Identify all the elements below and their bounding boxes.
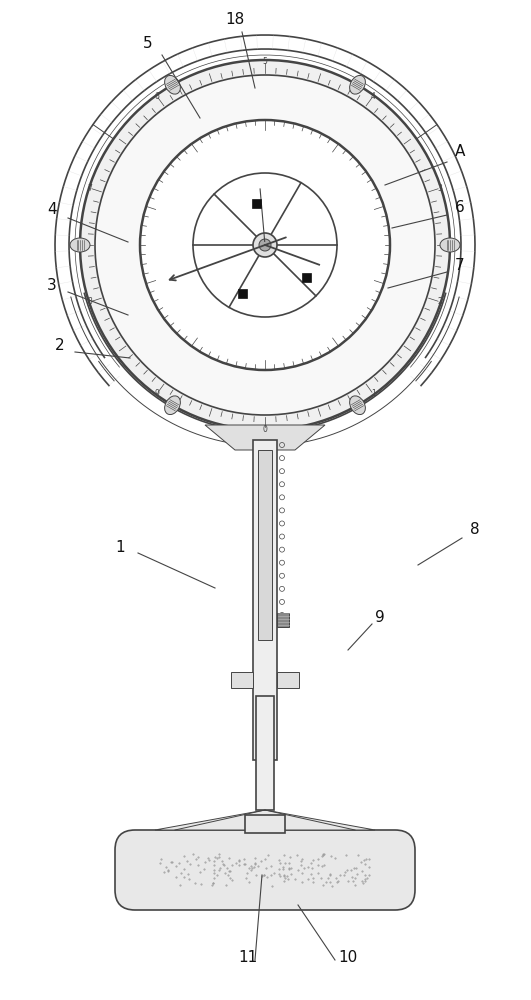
Text: 10: 10 xyxy=(338,950,357,966)
Circle shape xyxy=(259,239,271,251)
Text: 5: 5 xyxy=(262,56,268,66)
Ellipse shape xyxy=(165,75,181,94)
Text: 8: 8 xyxy=(470,522,480,538)
Bar xyxy=(256,696,274,810)
Circle shape xyxy=(95,75,435,415)
Text: 2: 2 xyxy=(55,338,65,353)
Bar xyxy=(238,289,247,298)
Bar xyxy=(277,672,299,688)
Bar xyxy=(302,273,311,282)
Text: 1: 1 xyxy=(371,389,375,398)
Text: 1: 1 xyxy=(115,540,125,556)
Text: 18: 18 xyxy=(225,12,245,27)
Text: 7: 7 xyxy=(88,184,92,193)
Circle shape xyxy=(140,120,390,370)
Circle shape xyxy=(80,60,450,430)
Bar xyxy=(258,450,272,640)
Bar xyxy=(231,672,253,688)
Text: 3: 3 xyxy=(438,184,442,193)
Text: 9: 9 xyxy=(375,610,385,626)
Ellipse shape xyxy=(440,238,460,252)
Text: 4: 4 xyxy=(47,202,57,218)
Ellipse shape xyxy=(349,75,365,94)
Ellipse shape xyxy=(165,396,181,415)
Bar xyxy=(253,440,277,760)
Text: 11: 11 xyxy=(238,950,258,966)
Text: 4: 4 xyxy=(371,92,375,101)
Circle shape xyxy=(253,233,277,257)
Polygon shape xyxy=(155,810,375,830)
Text: 3: 3 xyxy=(47,277,57,292)
Ellipse shape xyxy=(349,396,365,415)
Bar xyxy=(252,199,261,208)
Text: 2: 2 xyxy=(438,297,442,306)
Text: 6: 6 xyxy=(155,92,159,101)
Bar xyxy=(277,613,289,627)
Text: 0: 0 xyxy=(262,424,268,434)
FancyBboxPatch shape xyxy=(115,830,415,910)
Text: 7: 7 xyxy=(455,257,465,272)
Bar xyxy=(245,815,285,833)
Polygon shape xyxy=(205,425,325,450)
Text: 8: 8 xyxy=(88,297,92,306)
Text: A: A xyxy=(455,144,465,159)
Text: 9: 9 xyxy=(155,389,159,398)
Ellipse shape xyxy=(70,238,90,252)
Text: 6: 6 xyxy=(455,200,465,216)
Text: 5: 5 xyxy=(143,35,153,50)
